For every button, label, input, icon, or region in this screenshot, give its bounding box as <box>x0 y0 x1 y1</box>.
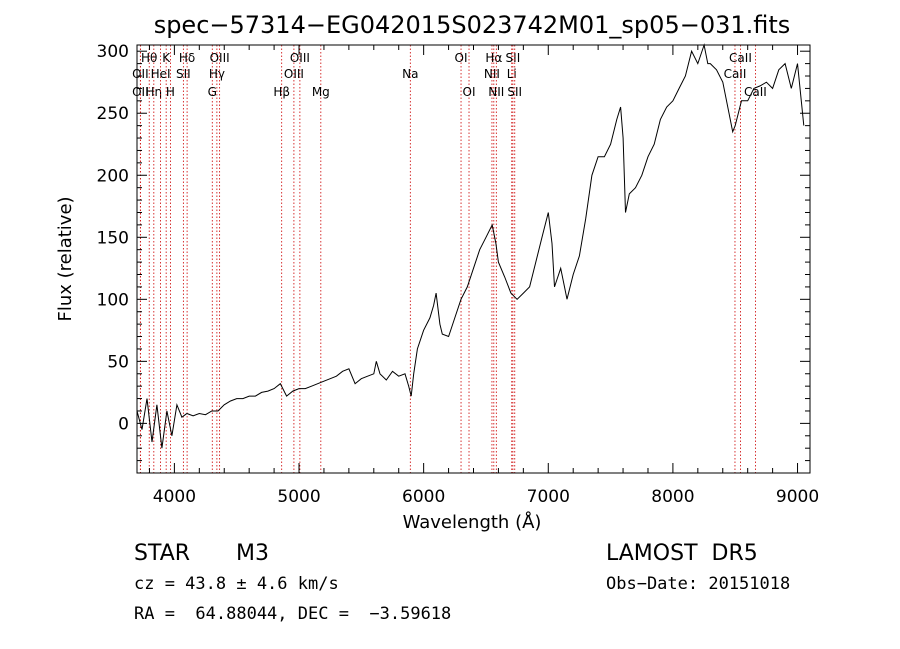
y-tick-label: 0 <box>118 414 129 434</box>
plot-frame <box>136 44 811 474</box>
redshift-readout: cz = 43.8 ± 4.6 km/s <box>134 574 339 594</box>
x-axis-label: Wavelength (Å) <box>403 511 542 533</box>
line-marker-label: K <box>162 51 171 65</box>
line-marker-label: Hη <box>146 85 163 99</box>
survey-name: LAMOST DR5 <box>606 541 758 566</box>
line-marker-label: G <box>208 85 217 99</box>
line-marker-label: Li <box>507 67 517 81</box>
line-marker-label: Hδ <box>179 51 195 65</box>
object-class: STAR <box>134 541 191 566</box>
line-marker-label: OIII <box>290 51 310 65</box>
line-marker-label: OI <box>463 85 476 99</box>
line-marker-label: SII <box>507 85 522 99</box>
y-tick-label: 50 <box>107 352 129 372</box>
line-marker-label: Hα <box>485 51 502 65</box>
y-tick-label: 300 <box>97 42 129 62</box>
spectrum-line <box>136 43 805 449</box>
line-marker-label: OIII <box>284 67 304 81</box>
y-tick-label: 200 <box>97 166 129 186</box>
object-subclass: M3 <box>236 541 269 566</box>
line-marker-label: NII <box>484 67 500 81</box>
x-tick-label: 4000 <box>153 487 196 507</box>
line-marker-label: H <box>166 85 175 99</box>
line-marker-label: Hθ <box>141 51 157 65</box>
chart-title: spec−57314−EG042015S023742M01_sp05−031.f… <box>154 11 791 39</box>
line-marker-label: SII <box>506 51 521 65</box>
line-marker-label: OI <box>455 51 468 65</box>
line-marker-label: Hγ <box>209 67 225 81</box>
line-marker-label: CaII <box>724 67 747 81</box>
y-tick-label: 100 <box>97 290 129 310</box>
x-tick-label: 5000 <box>277 487 320 507</box>
line-marker-label: Hβ <box>273 85 290 99</box>
line-marker-label: Mg <box>312 85 330 99</box>
line-marker-label: HeI <box>151 67 171 81</box>
line-marker-label: Na <box>402 67 418 81</box>
x-tick-label: 7000 <box>527 487 570 507</box>
x-tick-label: 6000 <box>402 487 445 507</box>
line-marker-label: CaII <box>729 51 752 65</box>
line-marker-label: CaII <box>744 85 767 99</box>
y-tick-label: 150 <box>97 228 129 248</box>
coordinates: RA = 64.88044, DEC = −3.59618 <box>134 604 452 624</box>
line-marker-label: SII <box>176 67 191 81</box>
x-tick-label: 9000 <box>776 487 819 507</box>
line-marker-label: OII <box>132 85 149 99</box>
line-markers: HθOIIOIIHηHeIKHSIIHδGHγOIIIHβOIIIOIIIMgN… <box>132 45 767 473</box>
x-tick-label: 8000 <box>651 487 694 507</box>
y-tick-label: 250 <box>97 104 129 124</box>
y-axis-label: Flux (relative) <box>55 196 76 321</box>
line-marker-label: OIII <box>210 51 230 65</box>
obs-date: Obs−Date: 20151018 <box>606 574 791 594</box>
line-marker-label: NII <box>488 85 504 99</box>
axis-ticks: 4000 5000 6000 7000 8000 9000 0 50 100 150 200 250 3… <box>97 42 820 507</box>
